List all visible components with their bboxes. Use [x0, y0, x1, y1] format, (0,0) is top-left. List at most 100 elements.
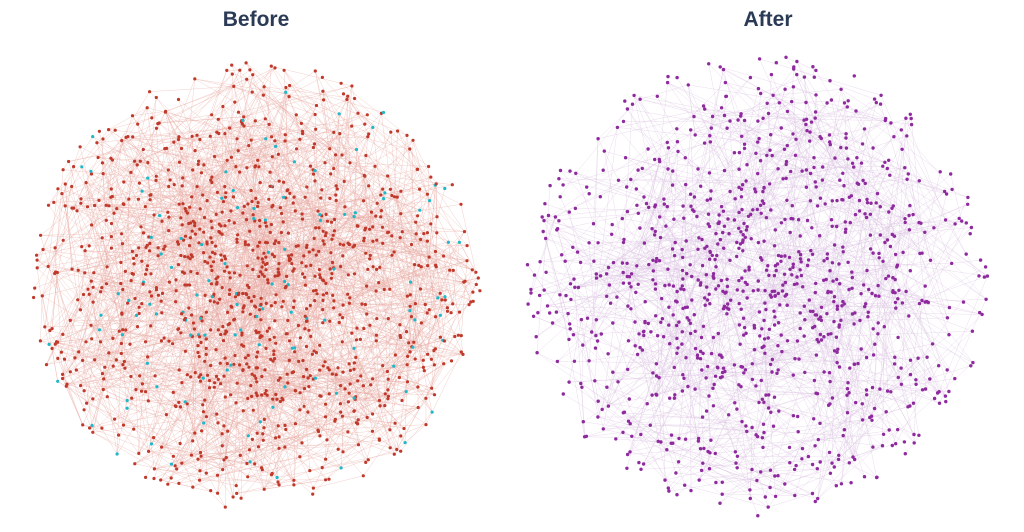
- graph-node: [323, 234, 327, 238]
- graph-edge: [70, 320, 149, 452]
- graph-node: [70, 267, 74, 271]
- graph-node: [166, 210, 170, 214]
- graph-node: [122, 180, 126, 184]
- graph-node: [100, 161, 105, 165]
- graph-edge: [147, 363, 330, 480]
- graph-node: [134, 313, 139, 317]
- graph-edge: [164, 148, 195, 226]
- graph-edge: [79, 146, 132, 173]
- graph-edge: [285, 92, 418, 170]
- graph-node: [338, 242, 342, 246]
- graph-node: [176, 263, 181, 267]
- graph-node: [73, 356, 77, 360]
- graph-node: [399, 434, 403, 438]
- graph-edge: [48, 129, 109, 206]
- graph-node: [236, 149, 240, 153]
- graph-edge: [864, 128, 886, 243]
- graph-edge: [54, 273, 79, 352]
- graph-edge: [78, 204, 125, 352]
- graph-node: [328, 147, 332, 151]
- graph-edge: [323, 99, 408, 136]
- graph-node: [78, 145, 82, 149]
- graph-node: [470, 268, 474, 272]
- graph-node: [345, 97, 349, 102]
- graph-node: [132, 427, 136, 431]
- graph-node: [223, 262, 227, 266]
- graph-edge: [238, 294, 377, 336]
- graph-node: [443, 186, 447, 191]
- graph-edge: [102, 138, 132, 173]
- graph-edge: [857, 222, 920, 364]
- graph-node: [465, 244, 469, 248]
- graph-edge: [85, 182, 107, 284]
- graph-node: [210, 240, 214, 244]
- graph-edge: [414, 319, 444, 364]
- graph-edge: [262, 308, 355, 349]
- graph-edge: [70, 212, 244, 372]
- graph-node: [272, 242, 276, 246]
- graph-edge: [378, 282, 428, 314]
- graph-node: [134, 388, 138, 392]
- graph-edge: [306, 308, 435, 395]
- graph-edge: [132, 237, 152, 252]
- graph-edge: [178, 448, 339, 484]
- graph-node: [438, 313, 442, 317]
- graph-node: [361, 384, 365, 388]
- graph-edge: [345, 381, 408, 390]
- graph-edge: [216, 214, 267, 227]
- graph-edge: [222, 395, 258, 447]
- graph-node: [214, 348, 218, 352]
- graph-edge: [291, 263, 430, 310]
- graph-node: [367, 184, 371, 188]
- graph-node: [335, 187, 339, 191]
- graph-node: [50, 346, 54, 351]
- graph-node: [303, 195, 307, 199]
- graph-edge: [354, 269, 473, 411]
- graph-node: [404, 330, 409, 334]
- graph-edge: [253, 409, 279, 427]
- graph-edge: [96, 142, 226, 198]
- graph-node: [219, 253, 223, 257]
- graph-edge: [200, 422, 204, 457]
- graph-edge: [241, 344, 351, 385]
- graph-edge: [667, 82, 741, 117]
- graph-node: [87, 244, 91, 248]
- graph-edge: [57, 325, 92, 343]
- graph-node: [85, 205, 90, 209]
- graph-node: [156, 254, 160, 258]
- graph-node: [206, 261, 210, 265]
- graph-node: [89, 172, 94, 176]
- graph-node: [321, 278, 325, 282]
- graph-edge: [149, 248, 164, 252]
- graph-node: [262, 85, 266, 89]
- graph-edge: [57, 291, 101, 343]
- graph-node: [120, 311, 124, 315]
- graph-edge: [85, 182, 112, 237]
- graph-node: [449, 359, 454, 363]
- graph-edge: [339, 113, 402, 192]
- graph-edge: [92, 432, 172, 479]
- graph-edge: [121, 140, 146, 207]
- graph-node: [282, 68, 286, 72]
- graph-node: [300, 217, 305, 221]
- graph-edge: [227, 369, 321, 437]
- graph-edge: [169, 281, 177, 291]
- graph-node: [180, 184, 184, 188]
- graph-node: [252, 374, 257, 378]
- graph-edge: [351, 85, 355, 99]
- graph-node: [226, 310, 230, 314]
- graph-node: [369, 383, 373, 387]
- graph-node: [132, 262, 136, 266]
- graph-edge: [142, 383, 155, 469]
- graph-node: [149, 442, 154, 446]
- graph-node: [365, 284, 369, 288]
- graph-edge: [379, 267, 464, 283]
- graph-node: [352, 215, 356, 219]
- graph-node: [421, 358, 425, 362]
- graph-node: [442, 254, 446, 258]
- graph-node: [302, 387, 307, 391]
- graph-node: [246, 353, 250, 357]
- graph-node: [150, 116, 154, 120]
- graph-node: [311, 492, 315, 496]
- graph-edge: [296, 114, 310, 331]
